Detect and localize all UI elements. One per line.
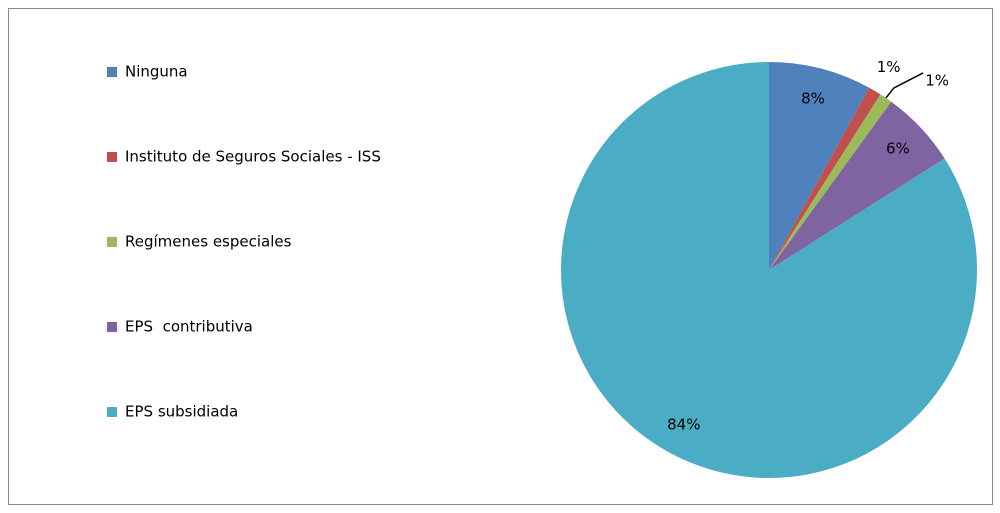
legend-swatch xyxy=(107,67,117,77)
pie-slice xyxy=(561,62,978,478)
data-label: 8% xyxy=(801,89,825,107)
pie-slice xyxy=(769,62,870,270)
data-label: 1% xyxy=(925,71,949,89)
pie-slice xyxy=(769,101,945,271)
legend-label: Ninguna xyxy=(125,63,188,81)
legend-swatch xyxy=(107,407,117,417)
legend-label: EPS contributiva xyxy=(125,318,253,336)
legend-label: EPS subsidiada xyxy=(125,403,238,421)
data-label: 1% xyxy=(877,58,901,76)
data-label: 6% xyxy=(886,139,910,157)
legend-swatch xyxy=(107,152,117,162)
legend-label: Regímenes especiales xyxy=(125,233,292,251)
pie-slice xyxy=(769,94,892,270)
pie-slice xyxy=(769,87,881,270)
data-label: 84% xyxy=(667,415,700,433)
legend-swatch xyxy=(107,322,117,332)
legend-swatch xyxy=(107,237,117,247)
legend-label: Instituto de Seguros Sociales - ISS xyxy=(125,148,381,166)
leader-line xyxy=(885,72,924,99)
